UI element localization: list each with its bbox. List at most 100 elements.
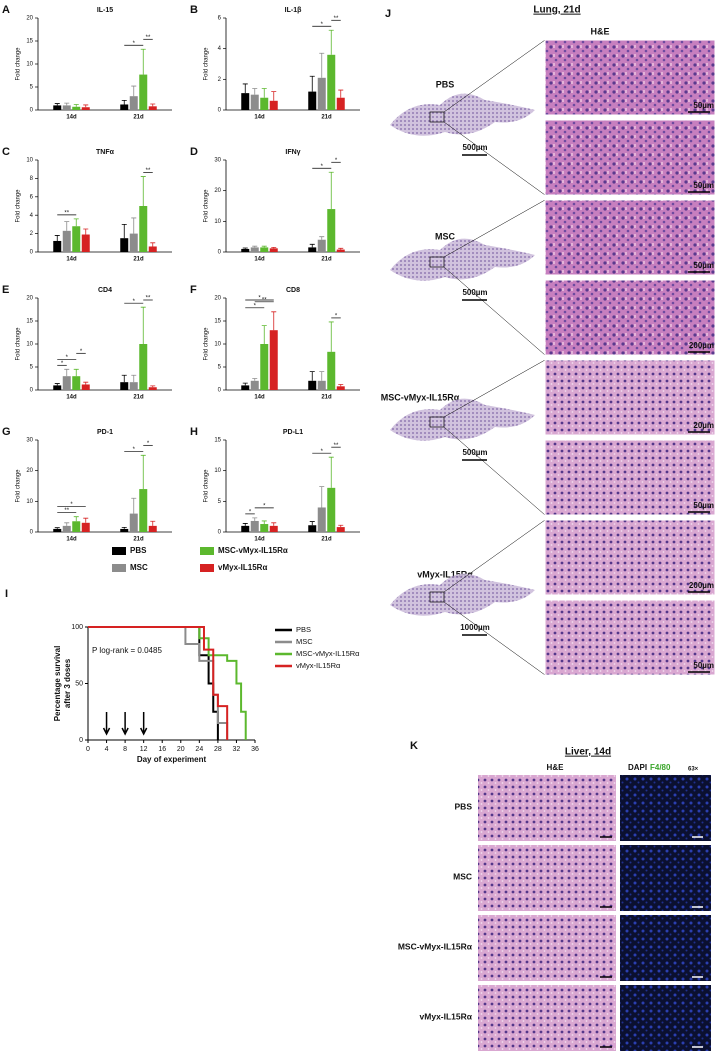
error-bar: [319, 236, 325, 240]
legend-label: PBS: [130, 546, 147, 555]
y-tick-label: 10: [26, 62, 33, 68]
x-tick-label: 14d: [66, 537, 77, 543]
y-tick-label: 20: [26, 296, 33, 302]
bar: [53, 528, 62, 532]
survival-line: [88, 626, 247, 740]
y-tick-label: 10: [26, 499, 33, 505]
zoom-line: [443, 266, 546, 356]
error-bar: [131, 497, 137, 514]
panel-label: J: [385, 8, 391, 20]
significance-label: *: [258, 296, 261, 302]
significance-label: *: [321, 22, 324, 28]
x-tick-label: 16: [158, 746, 166, 753]
x-tick-label: 21d: [321, 115, 332, 121]
y-axis-label: Fold change: [204, 47, 210, 81]
bar: [269, 248, 278, 252]
legend-swatch: [200, 547, 214, 555]
lung-section: [390, 573, 535, 616]
significance-label: *: [61, 361, 64, 367]
zoom-line: [443, 426, 546, 516]
bar: [53, 105, 62, 110]
y-tick-label: 0: [30, 108, 34, 114]
chart-title: IL-15: [97, 7, 113, 14]
y-tick-label: 5: [30, 85, 34, 91]
y-tick-label: 8: [30, 176, 34, 182]
significance-label: *: [335, 158, 338, 164]
error-bar: [140, 48, 146, 75]
y-tick-label: 4: [30, 213, 34, 219]
error-bar: [338, 247, 344, 250]
x-tick-label: 21d: [133, 257, 144, 263]
y-tick-label: 15: [26, 319, 33, 325]
legend-label: MSC-vMyx-IL15Rα: [296, 649, 360, 658]
error-bar: [252, 517, 258, 521]
bar: [250, 94, 259, 110]
x-tick-label: 14d: [66, 257, 77, 263]
y-tick-label: 5: [30, 365, 34, 371]
row-label: PBS: [436, 79, 455, 89]
zoom-line: [443, 39, 546, 113]
significance-label: *: [133, 447, 136, 453]
zoom-box: [429, 111, 445, 123]
chart-title: IL-1β: [285, 7, 302, 14]
bar: [139, 344, 148, 390]
significance-label: *: [80, 349, 83, 355]
y-tick-label: 10: [214, 219, 221, 225]
x-tick-label: 14d: [254, 115, 265, 121]
y-tick-label: 10: [214, 468, 221, 474]
error-bar: [271, 311, 277, 331]
y-tick-label: 0: [218, 530, 222, 536]
micrograph: [544, 519, 716, 596]
panel-label: K: [410, 740, 418, 752]
column-label: F4/80: [650, 763, 671, 772]
error-bar: [140, 454, 146, 490]
y-tick-label: 2: [218, 77, 222, 83]
y-tick-label: 20: [26, 468, 33, 474]
scale-label: 50µm: [693, 661, 714, 670]
chart-title: CD4: [98, 287, 112, 294]
significance-label: *: [249, 509, 252, 515]
bar: [327, 351, 336, 390]
lung-section: [390, 238, 535, 281]
significance-label: **: [146, 296, 151, 302]
error-bar: [83, 228, 89, 235]
bar: [129, 382, 138, 390]
bar: [269, 330, 278, 390]
bar: [317, 507, 326, 532]
micrograph: [478, 845, 616, 911]
y-tick-label: 6: [218, 16, 222, 22]
error-bar: [121, 99, 127, 105]
x-tick-label: 21d: [133, 115, 144, 121]
error-bar: [328, 171, 334, 210]
zoom-line: [443, 199, 546, 258]
scale-label: 500µm: [462, 288, 487, 297]
dose-arrow: [121, 712, 129, 736]
bar: [250, 247, 259, 252]
bar: [120, 238, 129, 252]
y-tick-label: 5: [218, 365, 222, 371]
bar: [336, 386, 345, 390]
error-bar: [131, 85, 137, 97]
zoom-box: [429, 416, 445, 428]
panel-label: B: [190, 4, 198, 16]
significance-label: *: [133, 299, 136, 305]
error-bar: [242, 83, 248, 94]
error-bar: [121, 527, 127, 529]
y-tick-label: 0: [30, 530, 34, 536]
scale-label: 200µm: [689, 341, 714, 350]
y-tick-label: 30: [26, 438, 33, 444]
x-tick-label: 14d: [66, 115, 77, 121]
bar: [148, 246, 157, 252]
error-bar: [328, 456, 334, 488]
error-bar: [242, 382, 248, 386]
legend-label: MSC: [130, 563, 148, 572]
error-bar: [54, 527, 60, 529]
bar: [241, 385, 250, 390]
y-axis-label: Fold change: [204, 327, 210, 361]
error-bar: [271, 247, 277, 249]
bar: [327, 54, 336, 110]
error-bar: [54, 235, 60, 241]
bar: [317, 239, 326, 252]
y-tick-label: 10: [214, 342, 221, 348]
